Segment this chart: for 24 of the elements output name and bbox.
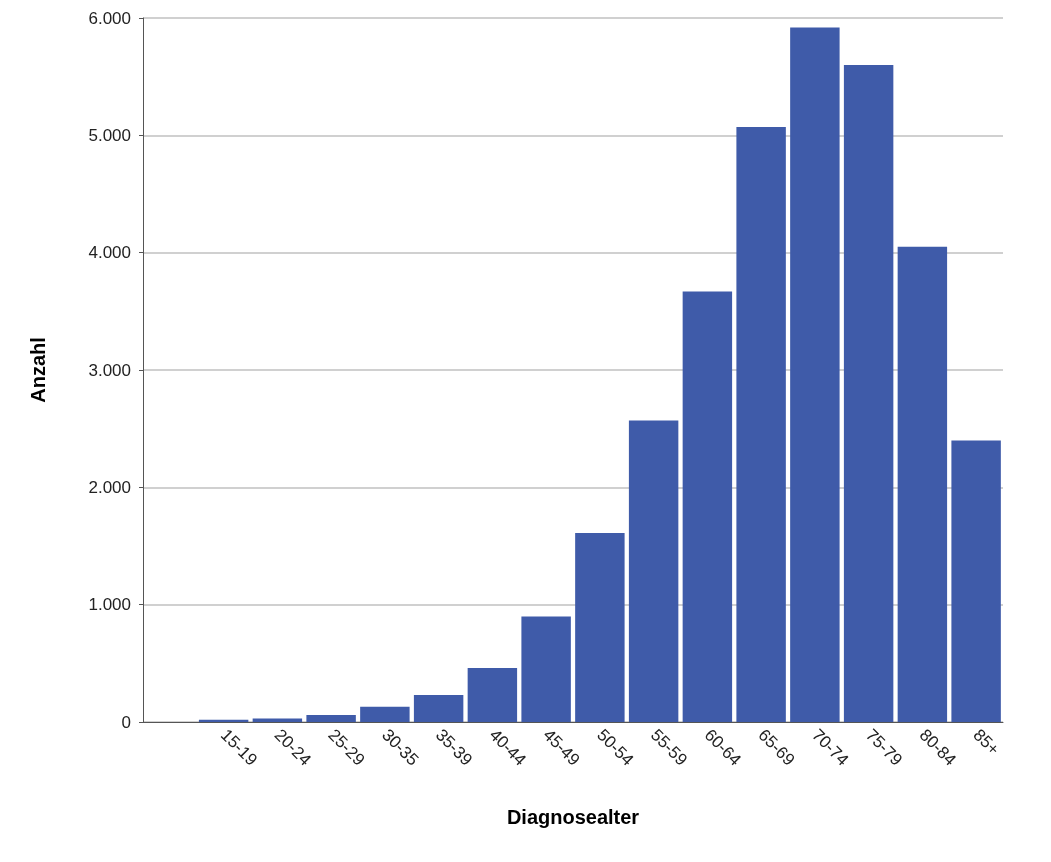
bar <box>628 420 679 722</box>
y-axis-title: Anzahl <box>27 337 49 403</box>
y-tick-label: 3.000 <box>88 360 131 380</box>
bar <box>252 718 303 722</box>
y-tick-label: 2.000 <box>88 477 131 497</box>
x-tick-label: 85+ <box>969 725 1004 760</box>
bar <box>843 64 894 722</box>
x-axis-title: Diagnosealter <box>506 806 640 828</box>
bar <box>682 291 733 722</box>
bar <box>790 27 840 722</box>
y-tick-label: 0 <box>121 712 131 732</box>
bar <box>413 695 464 722</box>
y-tick-label: 5.000 <box>88 125 131 145</box>
bar <box>575 533 625 722</box>
y-tick-label: 4.000 <box>88 243 131 263</box>
y-tick-label: 6.000 <box>88 8 131 28</box>
bar <box>467 668 518 722</box>
bar <box>360 706 410 722</box>
bar <box>897 246 948 722</box>
bar <box>736 127 786 722</box>
bar <box>521 616 571 722</box>
y-tick-label: 1.000 <box>88 595 131 615</box>
bar <box>951 440 1001 722</box>
bar <box>306 714 356 722</box>
